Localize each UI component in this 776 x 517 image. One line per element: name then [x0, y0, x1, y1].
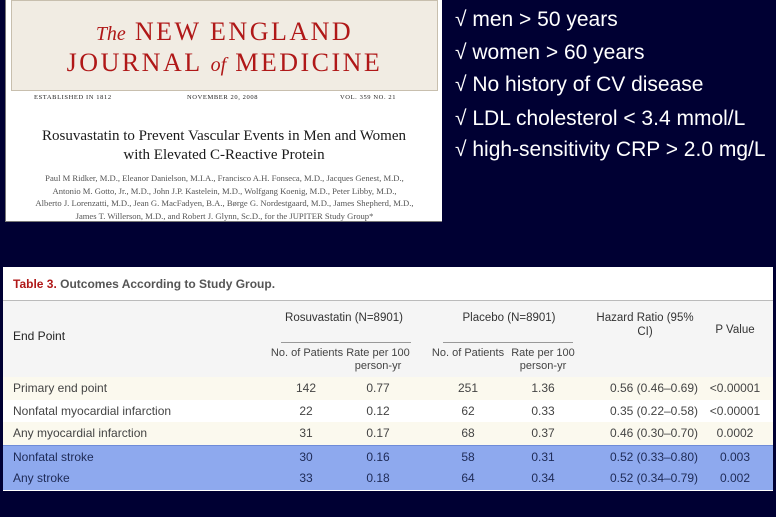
criteria-item: √ women > 60 years [455, 40, 645, 64]
inclusion-criteria-list: √ men > 50 years √ women > 60 years √ No… [455, 4, 773, 164]
table-row-highlighted: Nonfatal stroke 30 0.16 58 0.31 0.52 (0.… [3, 444, 773, 467]
article-title: Rosuvastatin to Prevent Vascular Events … [41, 128, 406, 163]
masthead-the: The [95, 23, 126, 45]
masthead-medicine: MEDICINE [235, 48, 383, 77]
rosuvastatin-rate-subheader: Rate per 100 person-yr [346, 347, 410, 372]
outcomes-table: Table 3. Outcomes According to Study Gro… [3, 267, 773, 491]
table-row: Nonfatal myocardial infarction 22 0.12 6… [3, 399, 773, 422]
rosuvastatin-header: Rosuvastatin (N=8901) [285, 312, 403, 324]
table-header [3, 301, 773, 385]
table-caption: Table 3. Outcomes According to Study Gro… [3, 267, 773, 301]
table-row: Primary end point 142 0.77 251 1.36 0.56… [3, 377, 773, 400]
issue-date: NOVEMBER 20, 2008 [187, 94, 259, 101]
end-point-header: End Point [13, 329, 66, 343]
established-text: ESTABLISHED IN 1812 [34, 94, 112, 101]
criteria-item: √ men > 50 years [455, 8, 618, 31]
hazard-ratio-header: Hazard Ratio (95% CI) [596, 312, 694, 338]
p-value-header: P Value [715, 324, 755, 336]
masthead-new-england: NEW ENGLAND [134, 17, 354, 46]
placebo-rate-subheader: Rate per 100 person-yr [511, 347, 575, 372]
criteria-item: √ LDL cholesterol < 3.4 mmol/L [455, 106, 746, 130]
rosuvastatin-n-subheader: No. of Patients [270, 347, 344, 359]
criteria-item: √ No history of CV disease [455, 73, 704, 96]
masthead-meta: ESTABLISHED IN 1812 NOVEMBER 20, 2008 VO… [34, 94, 432, 104]
masthead-journal: JOURNAL [66, 48, 202, 77]
journal-article-header: The NEW ENGLAND JOURNAL of MEDICINE ESTA… [5, 0, 442, 222]
placebo-header: Placebo (N=8901) [462, 312, 556, 324]
table-row: Any myocardial infarction 31 0.17 68 0.3… [3, 422, 773, 445]
rosuvastatin-rule [281, 342, 411, 343]
article-authors: Paul M Ridker, M.D., Eleanor Danielson, … [35, 173, 414, 221]
masthead-of: of [210, 54, 227, 76]
table-row-highlighted: Any stroke 33 0.18 64 0.34 0.52 (0.34–0.… [3, 467, 773, 490]
placebo-n-subheader: No. of Patients [431, 347, 505, 359]
placebo-rule [443, 342, 573, 343]
criteria-item: √ high-sensitivity CRP > 2.0 mg/L [455, 137, 766, 161]
volume-number: VOL. 359 NO. 21 [340, 94, 397, 101]
journal-masthead: The NEW ENGLAND JOURNAL of MEDICINE [11, 0, 438, 91]
